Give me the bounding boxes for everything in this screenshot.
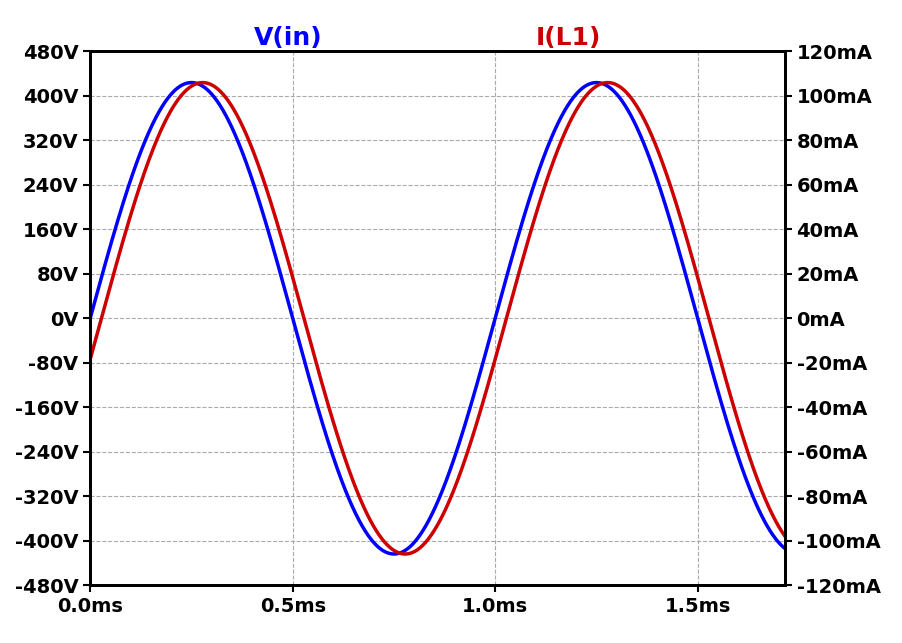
Text: I(L1): I(L1): [536, 26, 601, 50]
Text: V(in): V(in): [254, 26, 323, 50]
